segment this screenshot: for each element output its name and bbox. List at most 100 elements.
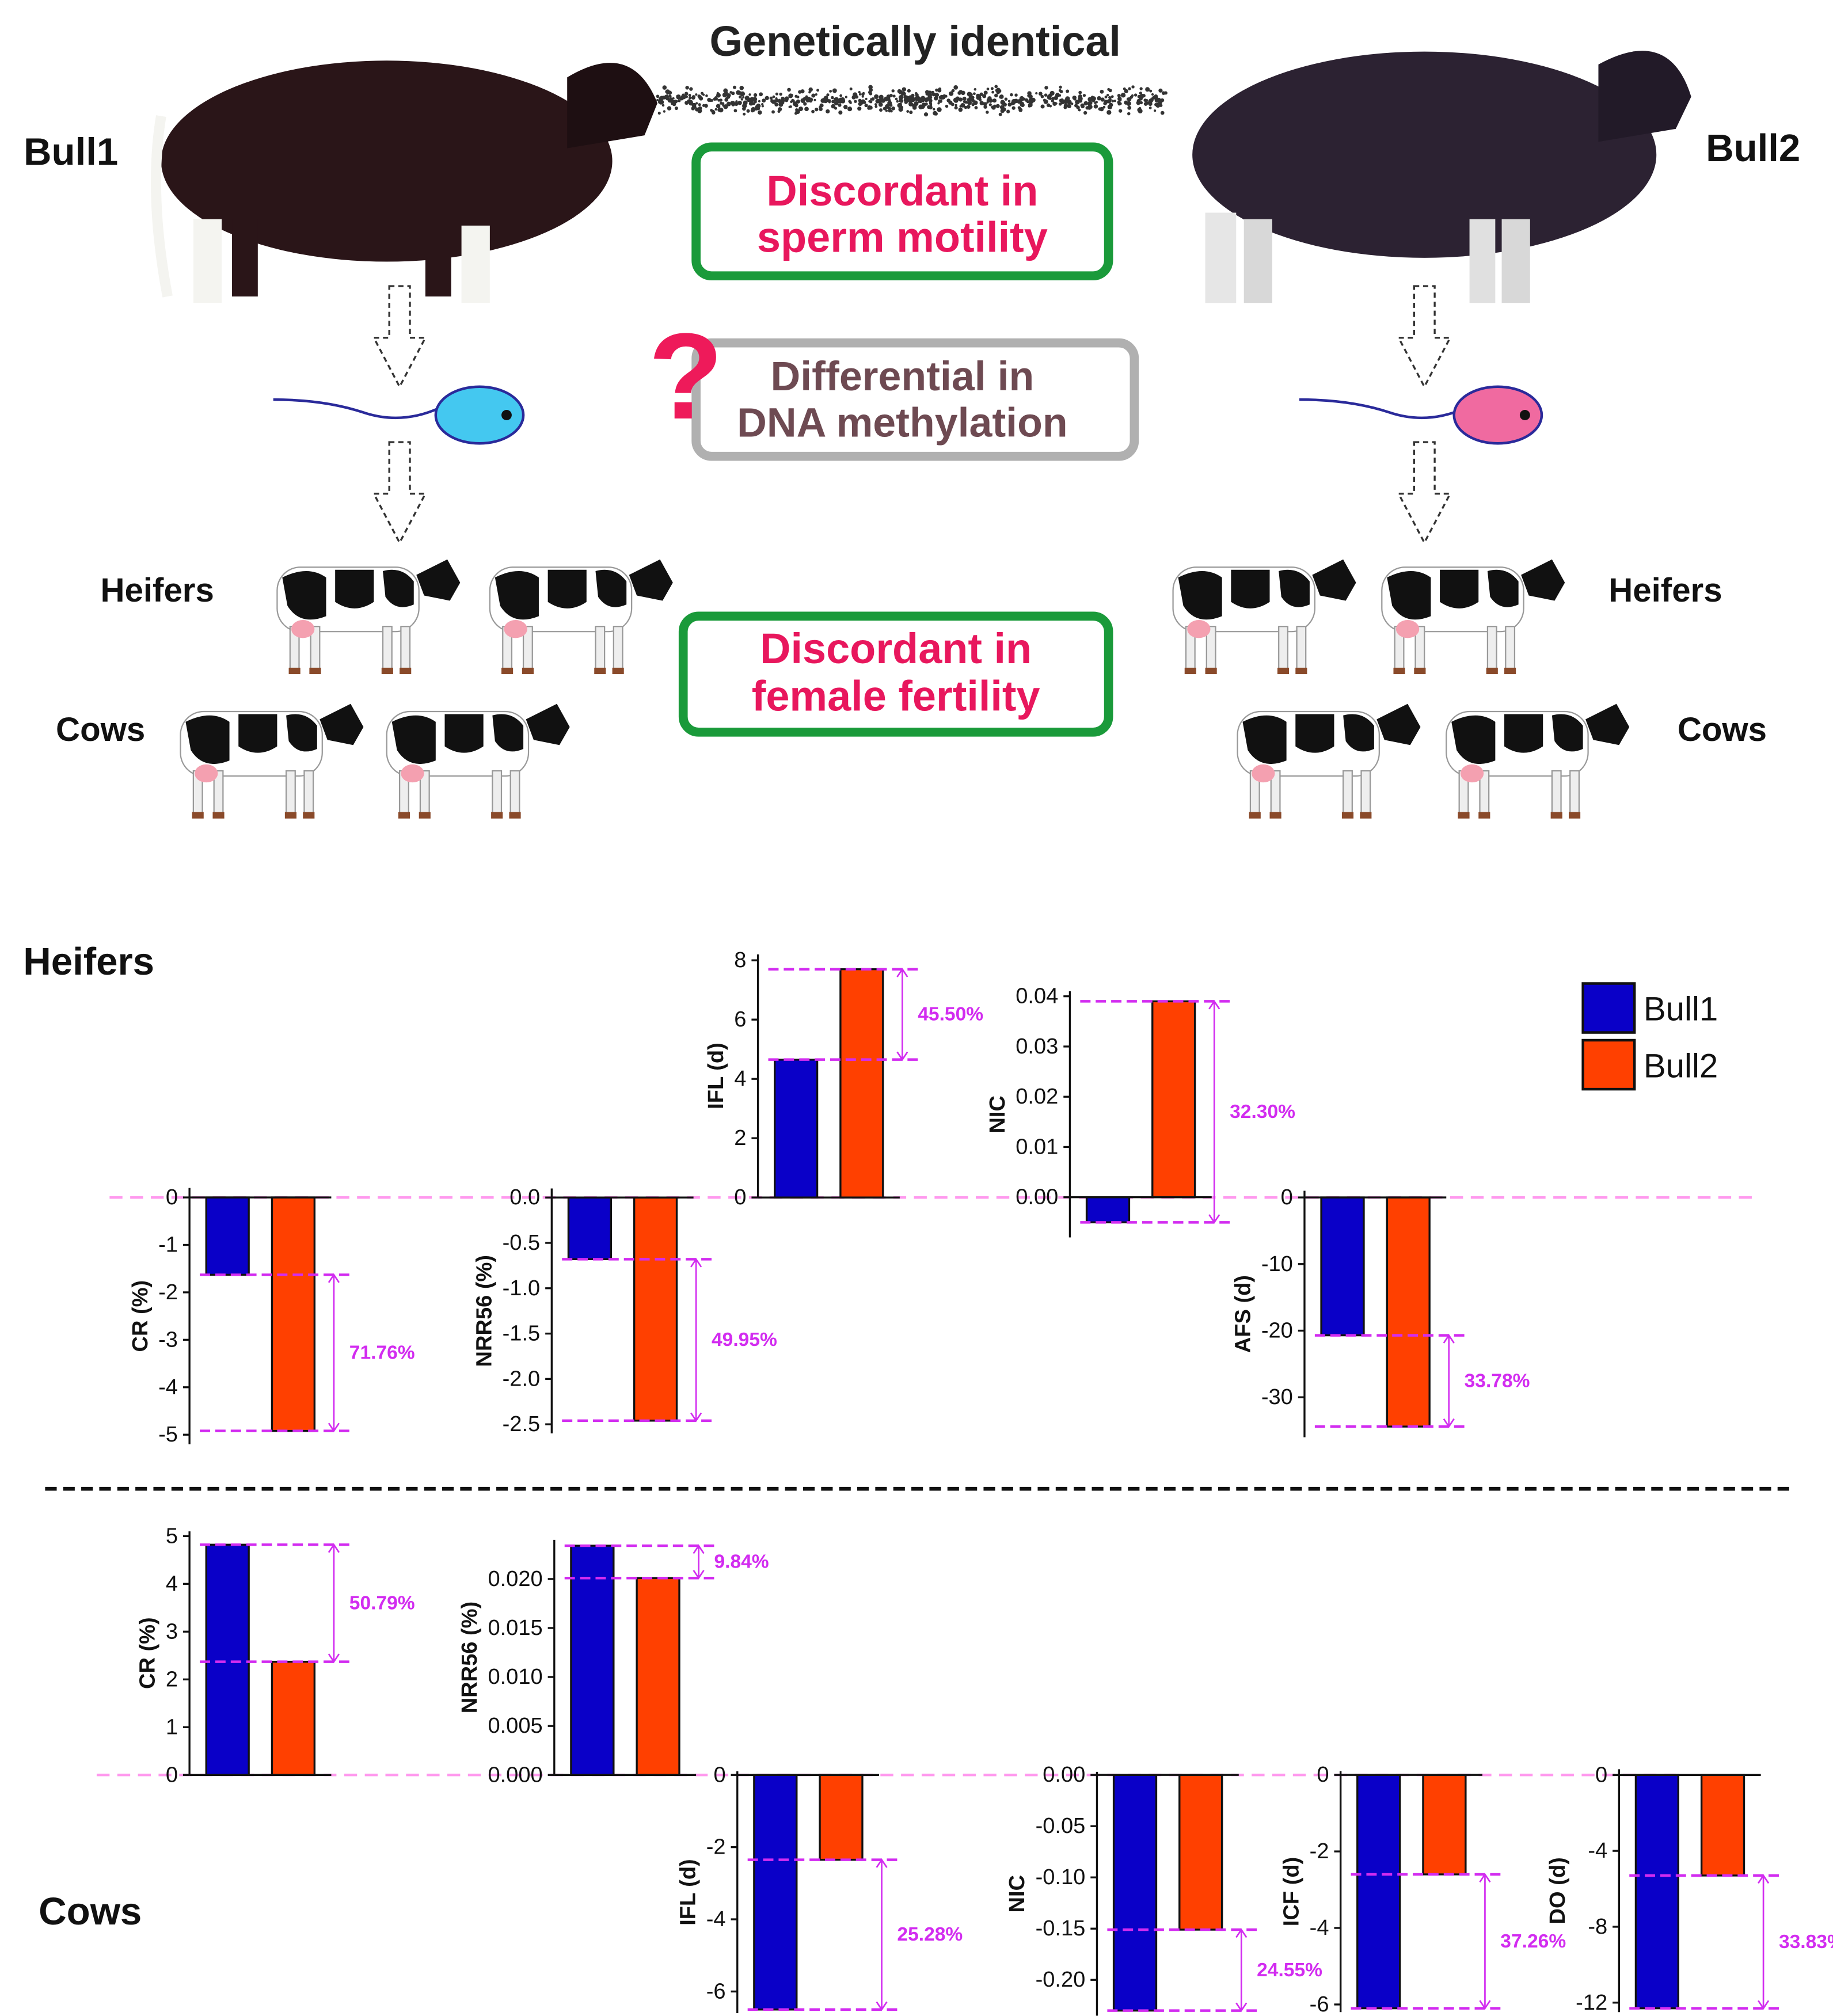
- speckle: [819, 103, 824, 108]
- speckle: [1078, 94, 1082, 99]
- speckle: [677, 99, 681, 102]
- speckle: [743, 112, 746, 116]
- speckle: [1144, 103, 1147, 106]
- speckle: [937, 107, 942, 112]
- y-axis-label: CR (%): [135, 1617, 159, 1689]
- title: Genetically identical: [710, 17, 1121, 65]
- y-tick-label: -3: [158, 1327, 178, 1352]
- speckle: [896, 100, 899, 103]
- speckle: [1085, 106, 1089, 110]
- speckle: [868, 100, 871, 103]
- y-tick-label: 0: [166, 1763, 178, 1787]
- speckle: [946, 98, 950, 102]
- speckle: [994, 93, 998, 98]
- group-label: Cows: [56, 711, 145, 748]
- speckle: [758, 100, 760, 102]
- y-tick-label: 2: [166, 1667, 178, 1691]
- speckle: [1090, 96, 1094, 99]
- y-axis-label: DO (d): [1546, 1857, 1570, 1924]
- speckle: [761, 102, 764, 106]
- y-tick-label: 0.000: [488, 1763, 542, 1787]
- speckle: [953, 98, 959, 103]
- speckle: [808, 99, 811, 102]
- speckle: [937, 88, 942, 93]
- speckle: [978, 98, 982, 102]
- speckle: [899, 98, 904, 103]
- speckle: [1155, 102, 1161, 108]
- speckle: [748, 93, 751, 96]
- y-tick-label: -0.15: [1036, 1916, 1086, 1941]
- speckle: [886, 94, 891, 99]
- speckle: [953, 85, 959, 90]
- speckle: [722, 92, 727, 98]
- speckle: [737, 100, 742, 105]
- speckle: [698, 95, 702, 99]
- speckle: [849, 101, 852, 104]
- speckle: [788, 105, 791, 108]
- speckle: [1094, 101, 1097, 104]
- speckle: [885, 109, 888, 112]
- speckle: [1049, 90, 1055, 96]
- speckle: [949, 91, 954, 96]
- y-tick-label: -10: [1261, 1252, 1293, 1276]
- y-tick-label: 0.020: [488, 1567, 542, 1591]
- sperm: [273, 385, 1543, 445]
- speckle: [879, 108, 883, 112]
- y-tick-label: 0: [1317, 1763, 1329, 1787]
- speckle: [689, 87, 693, 91]
- speckle: [1120, 93, 1126, 98]
- speckle: [839, 100, 842, 104]
- speckle: [731, 101, 735, 105]
- speckle: [1093, 104, 1098, 109]
- speckle: [723, 88, 728, 93]
- speckle: [891, 106, 895, 111]
- speckle: [779, 92, 782, 96]
- speckle: [1098, 107, 1102, 111]
- y-tick-label: -4: [1310, 1916, 1329, 1940]
- speckle: [902, 87, 907, 92]
- speckle: [1106, 110, 1112, 115]
- y-tick-label: -2: [1310, 1839, 1329, 1863]
- speckle: [746, 109, 750, 113]
- speckle: [909, 111, 913, 115]
- speckle: [858, 98, 862, 102]
- y-tick-label: 2: [734, 1126, 746, 1150]
- speckle: [695, 102, 698, 105]
- difference-arrow: [1479, 1873, 1491, 2010]
- speckle: [1047, 96, 1051, 100]
- bar: [205, 1543, 250, 1776]
- difference-arrow: [693, 1544, 705, 1580]
- bar: [1386, 1196, 1431, 1428]
- speckle: [732, 85, 737, 89]
- speckle: [1134, 93, 1138, 97]
- speckle: [1067, 104, 1072, 109]
- speckle: [906, 110, 910, 113]
- y-tick-label: -2.0: [503, 1367, 541, 1391]
- speckle: [795, 108, 798, 112]
- speckle: [958, 97, 963, 102]
- speckle: [1013, 99, 1017, 102]
- speckle: [869, 92, 873, 96]
- y-tick-label: 0: [1595, 1763, 1607, 1787]
- speckle: [1139, 87, 1143, 90]
- speckle: [831, 104, 836, 109]
- speckle: [986, 111, 989, 114]
- y-axis-label: IFL (d): [704, 1043, 728, 1109]
- difference-arrow: [1235, 1928, 1248, 2013]
- legend-label: Bull1: [1644, 991, 1718, 1028]
- bar: [1700, 1774, 1745, 1877]
- speckle: [1027, 94, 1030, 97]
- y-tick-label: -0.20: [1036, 1968, 1086, 1992]
- speckle: [1155, 100, 1158, 102]
- speckle: [933, 108, 935, 111]
- speckle: [833, 90, 836, 93]
- box-text: sperm motility: [757, 214, 1048, 261]
- speckle: [695, 93, 698, 96]
- bull2-illustration: [1192, 51, 1691, 303]
- y-tick-label: 0.010: [488, 1665, 542, 1689]
- speckle: [1127, 105, 1132, 110]
- speckle: [888, 106, 892, 111]
- speckle: [1103, 101, 1107, 105]
- speckle: [929, 101, 933, 105]
- speckle: [861, 95, 864, 98]
